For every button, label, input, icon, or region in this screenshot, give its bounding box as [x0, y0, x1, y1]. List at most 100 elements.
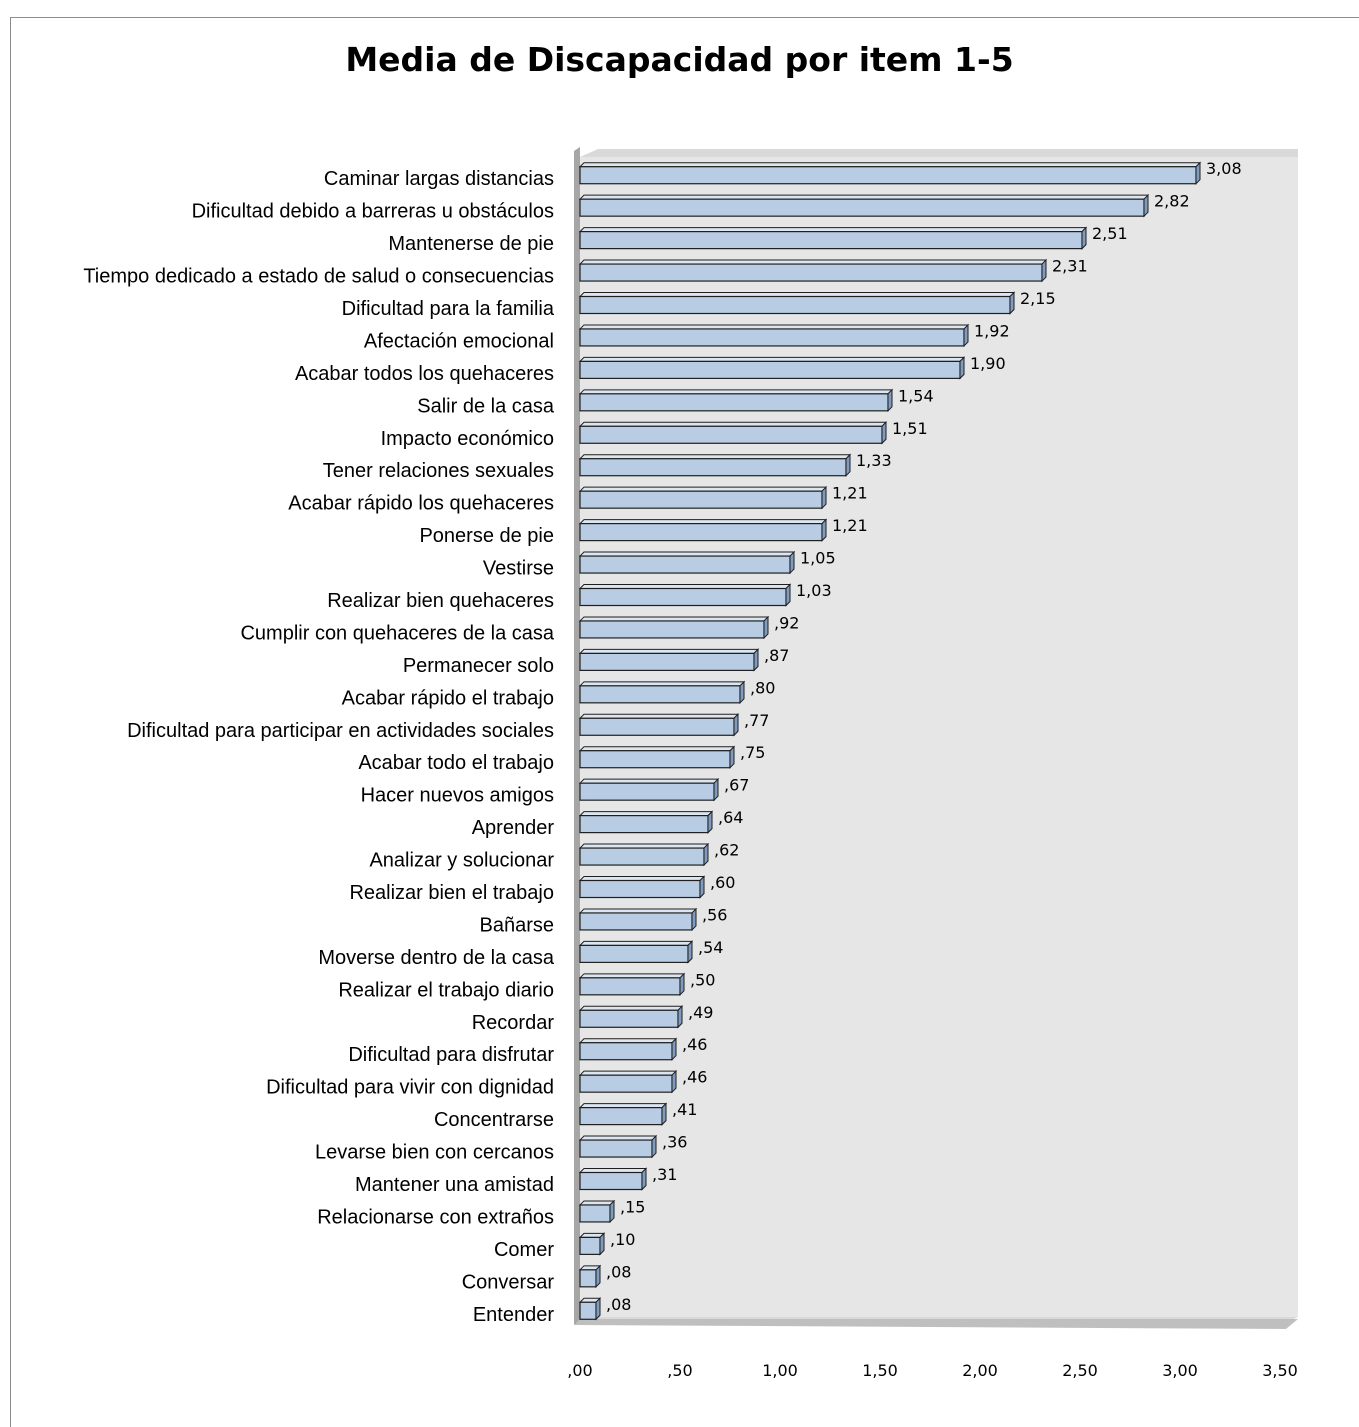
bar: [579, 1042, 673, 1061]
bar-side-face: [739, 680, 745, 705]
bar-side-face: [729, 745, 735, 769]
bar-side-face: [1081, 226, 1087, 250]
bar-side-face: [661, 1102, 667, 1126]
bar-top-face: [578, 356, 966, 362]
category-label: Vestirse: [483, 558, 554, 580]
bar: [579, 1236, 601, 1255]
category-label: Dificultad para participar en actividade…: [127, 720, 554, 742]
bar-value-label: ,08: [606, 1262, 631, 1281]
category-label: Bañarse: [480, 914, 555, 936]
bar-side-face: [599, 1232, 605, 1256]
bar-value-label: 2,31: [1052, 257, 1088, 276]
x-tick-label: ,50: [667, 1361, 692, 1380]
bar: [579, 1269, 597, 1288]
bar: [579, 360, 961, 379]
bar: [579, 1009, 679, 1028]
bar-side-face: [959, 356, 965, 380]
bar: [579, 912, 693, 931]
bar-side-face: [687, 940, 693, 964]
bar-value-label: ,77: [744, 711, 769, 730]
bar-value-label: ,41: [672, 1100, 697, 1119]
bar-value-label: ,54: [698, 938, 723, 957]
bar-value-label: ,15: [620, 1197, 645, 1216]
category-label: Realizar bien el trabajo: [349, 882, 554, 904]
category-label: Realizar el trabajo diario: [338, 979, 554, 1001]
bar-side-face: [753, 648, 759, 672]
x-tick-label: 1,50: [862, 1361, 898, 1380]
bar-side-face: [1143, 193, 1149, 218]
bar-top-face: [578, 324, 970, 330]
bar-side-face: [677, 1005, 683, 1029]
category-label: Impacto económico: [381, 428, 554, 450]
category-label: Dificultad para la familia: [342, 298, 555, 320]
bar: [579, 1139, 653, 1158]
bar-side-face: [785, 583, 791, 607]
category-label: Concentrarse: [434, 1109, 554, 1131]
bar: [579, 1107, 663, 1126]
bar: [579, 944, 689, 963]
bar-value-label: ,46: [682, 1068, 707, 1087]
bar-value-label: 1,21: [832, 516, 868, 535]
bar: [579, 1204, 611, 1223]
bar-top-face: [578, 292, 1016, 297]
bar: [579, 490, 823, 509]
category-label: Dificultad para disfrutar: [348, 1044, 554, 1066]
x-tick-label: 3,50: [1262, 1361, 1298, 1380]
x-tick-label: 2,50: [1062, 1361, 1098, 1380]
bar-side-face: [671, 1069, 677, 1094]
bar: [579, 717, 735, 736]
category-label: Comer: [494, 1239, 554, 1261]
category-label: Acabar rápido el trabajo: [342, 687, 554, 709]
bar: [579, 295, 1011, 315]
bar: [579, 1074, 673, 1093]
category-label: Dificultad debido a barreras u obstáculo…: [192, 201, 554, 223]
bar-value-label: 2,15: [1020, 289, 1056, 308]
bar-side-face: [703, 842, 709, 867]
category-label: Acabar todo el trabajo: [358, 752, 554, 774]
bar-value-label: ,60: [710, 873, 735, 892]
category-label: Dificultad para vivir con dignidad: [266, 1077, 554, 1099]
bar-side-face: [733, 713, 739, 737]
bar: [579, 652, 755, 671]
bar: [579, 555, 791, 574]
bar-value-label: ,56: [702, 905, 727, 924]
bar-side-face: [671, 1037, 677, 1061]
category-label: Afectación emocional: [364, 330, 554, 352]
category-label: Tiempo dedicado a estado de salud o cons…: [83, 266, 554, 288]
bar-side-face: [789, 550, 795, 575]
bar-value-label: 1,51: [892, 419, 928, 438]
bar-value-label: 2,51: [1092, 224, 1128, 243]
chart-title: Media de Discapacidad por item 1-5: [345, 40, 1014, 79]
bar: [579, 587, 787, 607]
bar-value-label: ,62: [714, 841, 739, 860]
bar: [579, 198, 1145, 217]
bar-value-label: 1,21: [832, 484, 868, 503]
bar-top-face: [578, 454, 852, 460]
bar-value-label: ,64: [718, 808, 743, 827]
category-label: Acabar todos los quehaceres: [295, 363, 554, 385]
bar-value-label: ,46: [682, 1035, 707, 1054]
bar-side-face: [1009, 291, 1015, 315]
bar-side-face: [707, 810, 713, 834]
category-label: Analizar y solucionar: [369, 850, 554, 872]
bar-value-label: ,80: [750, 678, 775, 697]
bar-value-label: ,49: [688, 1003, 713, 1022]
left-wall: [574, 147, 580, 1325]
category-label: Conversar: [462, 1271, 555, 1293]
category-label: Acabar rápido los quehaceres: [288, 493, 554, 515]
bar-value-label: ,67: [724, 776, 749, 795]
bar-top-face: [578, 162, 1202, 168]
bar: [579, 847, 705, 866]
category-label: Recordar: [472, 1012, 555, 1034]
bar: [579, 458, 847, 477]
bar: [579, 782, 715, 801]
bar: [579, 263, 1043, 282]
category-label: Realizar bien quehaceres: [327, 590, 554, 612]
bar: [579, 620, 765, 639]
bar-side-face: [595, 1297, 601, 1321]
bar-top-face: [578, 194, 1150, 200]
bar-value-label: 1,05: [800, 549, 836, 568]
category-label: Tener relaciones sexuales: [323, 460, 554, 482]
bar-side-face: [963, 323, 969, 348]
